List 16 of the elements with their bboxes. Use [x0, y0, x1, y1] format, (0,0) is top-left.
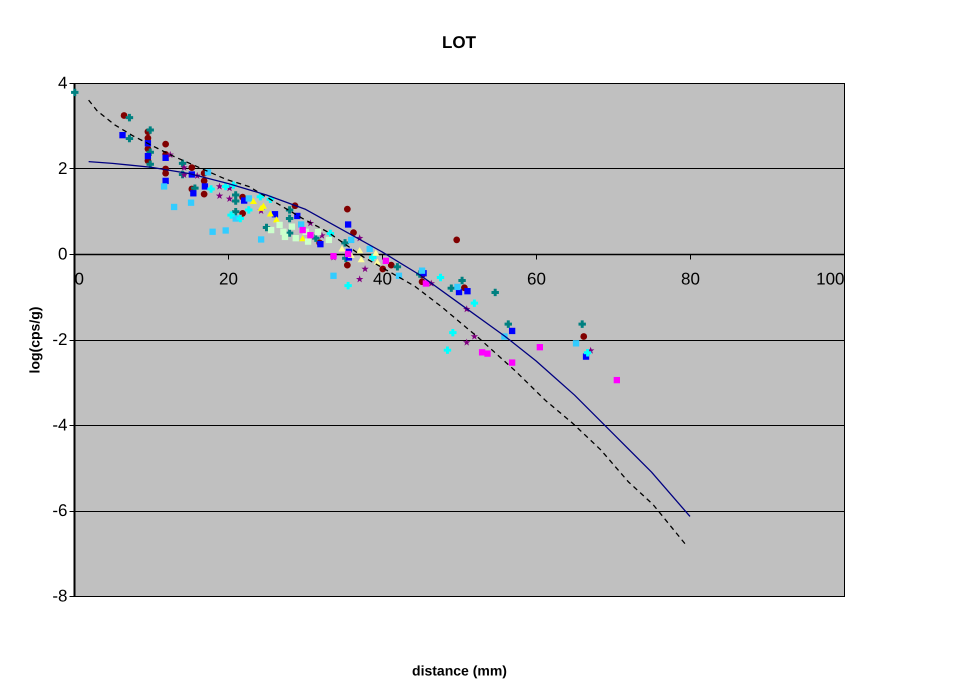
y-axis-title: log(cps/g)	[26, 306, 42, 374]
y-tick-label: 2	[58, 159, 68, 178]
x-tick-label: 20	[219, 270, 238, 288]
y-tick-label: 4	[58, 74, 68, 92]
x-tick-label: 60	[527, 270, 546, 288]
x-tick-label: 40	[373, 270, 392, 288]
x-tick-label: 100	[816, 270, 844, 288]
x-axis-title: distance (mm)	[412, 662, 507, 678]
y-tick-label: -2	[52, 330, 68, 349]
x-tick-label: 0	[74, 270, 84, 288]
y-tick-label: -8	[52, 586, 68, 606]
y-tick-label: -4	[52, 416, 68, 434]
y-tick-label: 0	[58, 244, 68, 264]
x-tick-label: 80	[681, 270, 700, 288]
y-tick-label: -6	[52, 501, 68, 520]
chart-title: LOT	[442, 33, 477, 52]
